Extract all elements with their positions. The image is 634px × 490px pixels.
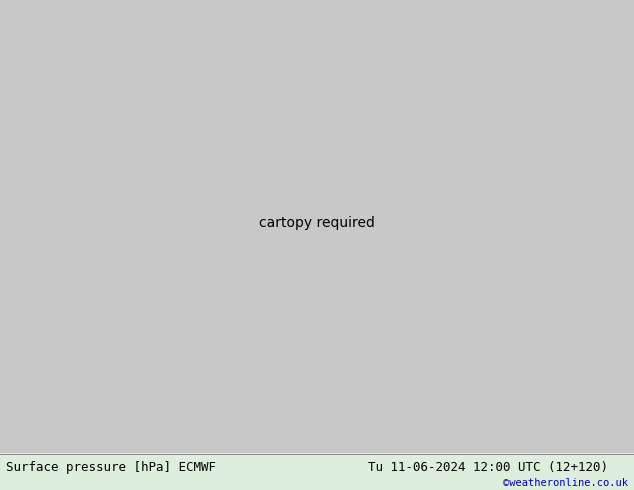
Text: ©weatheronline.co.uk: ©weatheronline.co.uk — [503, 478, 628, 489]
Text: Surface pressure [hPa] ECMWF: Surface pressure [hPa] ECMWF — [6, 462, 216, 474]
Text: Tu 11-06-2024 12:00 UTC (12+120): Tu 11-06-2024 12:00 UTC (12+120) — [368, 462, 608, 474]
Text: cartopy required: cartopy required — [259, 216, 375, 230]
